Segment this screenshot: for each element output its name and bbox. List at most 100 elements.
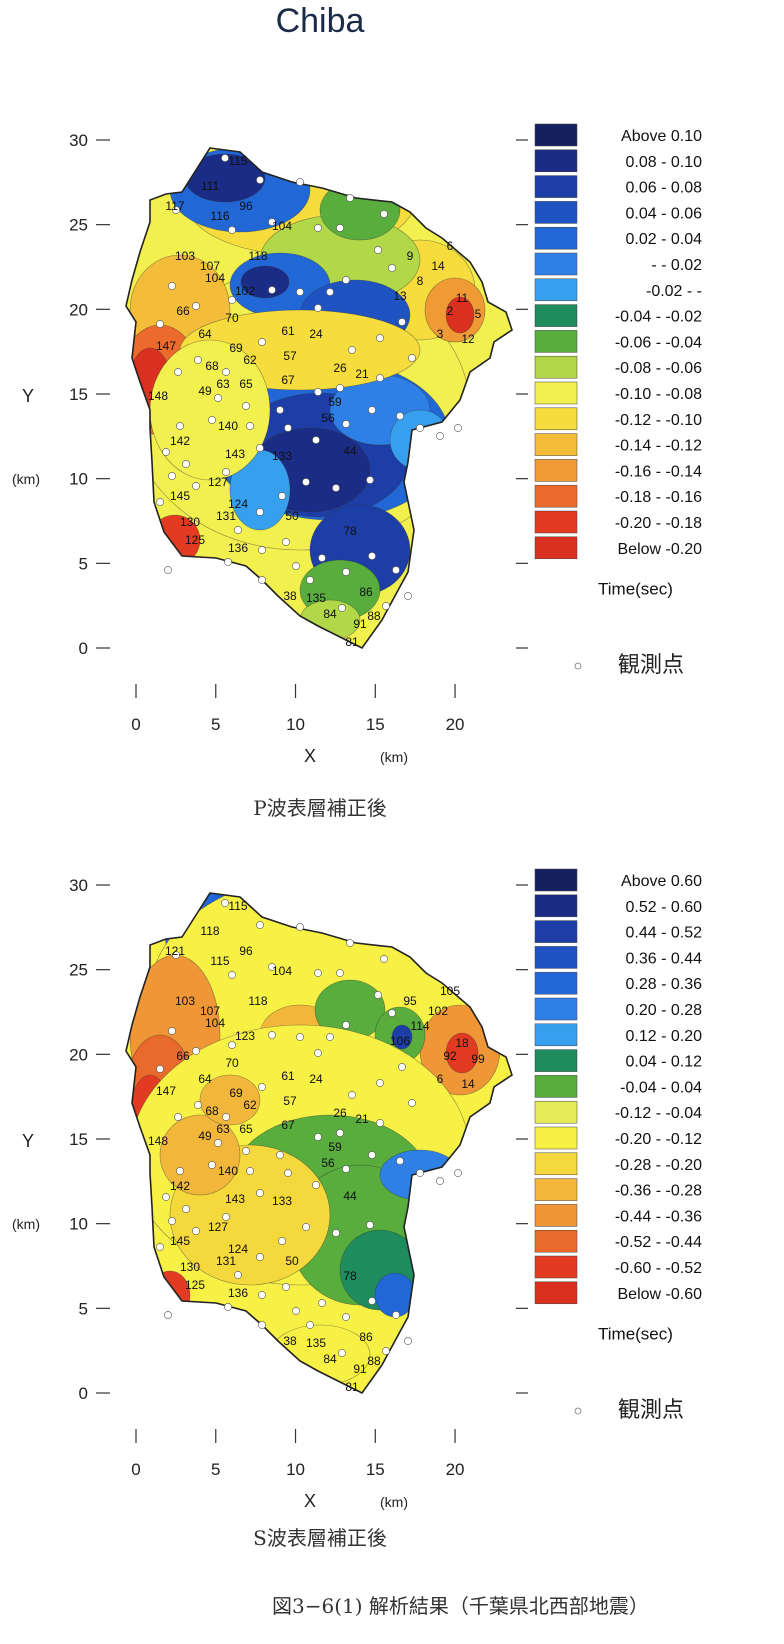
legend-swatch — [534, 252, 578, 276]
station-label: 133 — [272, 449, 292, 463]
station-label: 13 — [393, 289, 407, 303]
legend-label: -0.52 - -0.44 — [615, 1234, 702, 1251]
s-wave-caption: S波表層補正後 — [253, 1526, 387, 1550]
legend-swatch — [534, 894, 578, 918]
station-label: 147 — [156, 1084, 176, 1098]
legend-label: -0.20 - -0.18 — [615, 515, 702, 532]
station-label: 142 — [170, 1179, 190, 1193]
legend-label: Below -0.20 — [618, 541, 703, 558]
station-point — [348, 1091, 356, 1099]
station-point — [162, 1193, 170, 1201]
station-point — [342, 420, 350, 428]
station-point — [278, 1237, 286, 1245]
x-tick-label: 5 — [211, 715, 220, 734]
station-label: 64 — [198, 327, 212, 341]
legend-swatch — [534, 920, 578, 943]
station-label: 69 — [229, 1086, 243, 1100]
station-point — [164, 1311, 172, 1319]
station-label: 118 — [248, 249, 267, 263]
station-label: 140 — [218, 419, 238, 433]
legend-label: -0.08 - -0.06 — [615, 360, 702, 377]
station-label: 104 — [272, 964, 292, 978]
station-point — [312, 436, 320, 444]
y-tick-label: 0 — [79, 639, 88, 658]
station-label: 6 — [447, 239, 454, 253]
station-label: 21 — [355, 1112, 369, 1126]
station-label: 127 — [208, 475, 228, 489]
station-label: 70 — [225, 1056, 239, 1070]
station-label: 147 — [156, 339, 176, 353]
legend-swatch — [534, 1100, 578, 1124]
legend-swatch — [534, 1152, 578, 1176]
station-label: 9 — [407, 249, 414, 263]
station-point — [221, 899, 229, 907]
station-label: 91 — [353, 1362, 367, 1376]
station-point — [318, 1299, 326, 1307]
legend-label: 0.02 - 0.04 — [626, 231, 703, 248]
station-point — [398, 318, 406, 326]
station-label: 44 — [343, 1189, 357, 1203]
station-point — [306, 576, 314, 584]
station-point — [194, 1101, 202, 1109]
y-tick-label: 5 — [79, 1299, 88, 1318]
station-point — [332, 1229, 340, 1237]
station-label: 114 — [410, 1019, 429, 1033]
station-label: 88 — [367, 609, 381, 623]
station-point — [268, 286, 276, 294]
station-label: 136 — [228, 541, 248, 555]
station-point — [404, 1337, 412, 1345]
station-point — [342, 276, 350, 284]
legend-swatch — [534, 1229, 578, 1253]
station-point — [336, 224, 344, 232]
station-point — [268, 963, 276, 971]
y-tick-label: 10 — [69, 470, 88, 489]
station-point — [296, 288, 304, 296]
figure-caption: 図3−6(1) 解析結果（千葉県北西部地震） — [272, 1594, 649, 1618]
station-label: 50 — [285, 1254, 299, 1268]
station-label: 8 — [417, 274, 424, 288]
station-point — [168, 1217, 176, 1225]
station-point — [258, 1321, 266, 1329]
station-point — [374, 991, 382, 999]
station-label: 124 — [228, 497, 248, 511]
x-axis-unit: (km) — [380, 1494, 408, 1510]
station-label: 102 — [235, 284, 255, 298]
station-label: 68 — [205, 359, 219, 373]
legend-label: -0.36 - -0.28 — [615, 1183, 702, 1200]
x-tick-label: 20 — [446, 715, 465, 734]
legend-label: -0.06 - -0.04 — [615, 334, 702, 351]
contour-zone — [391, 1024, 413, 1050]
legend-label: -0.10 - -0.08 — [615, 386, 702, 403]
station-label: 131 — [216, 1254, 236, 1268]
legend-swatch — [534, 1178, 578, 1201]
station-label: 62 — [243, 1098, 257, 1112]
station-point — [348, 346, 356, 354]
legend-swatch — [534, 536, 578, 560]
station-point — [342, 1313, 350, 1321]
y-tick-label: 10 — [69, 1215, 88, 1234]
station-label: 96 — [239, 199, 253, 213]
station-point — [174, 368, 182, 376]
legend-label: -0.02 - - — [646, 283, 702, 300]
station-label: 12 — [461, 332, 475, 346]
legend-label: 0.52 - 0.60 — [626, 899, 703, 916]
legend-label: 0.20 - 0.28 — [626, 1002, 703, 1019]
y-tick-label: 20 — [69, 300, 88, 319]
station-point — [242, 402, 250, 410]
station-point — [314, 1049, 322, 1057]
station-label: 130 — [180, 1260, 200, 1274]
station-label: 18 — [455, 1036, 469, 1050]
station-label: 81 — [345, 635, 359, 649]
station-label: 49 — [198, 1129, 212, 1143]
station-point — [258, 338, 266, 346]
station-point — [454, 424, 462, 432]
legend-swatch — [534, 201, 578, 224]
station-point — [258, 546, 266, 554]
station-label: 125 — [185, 533, 205, 547]
station-point — [224, 1303, 232, 1311]
station-label: 135 — [306, 1336, 326, 1350]
station-label: 148 — [148, 389, 168, 403]
station-point — [314, 304, 322, 312]
x-tick-label: 10 — [286, 1460, 305, 1479]
